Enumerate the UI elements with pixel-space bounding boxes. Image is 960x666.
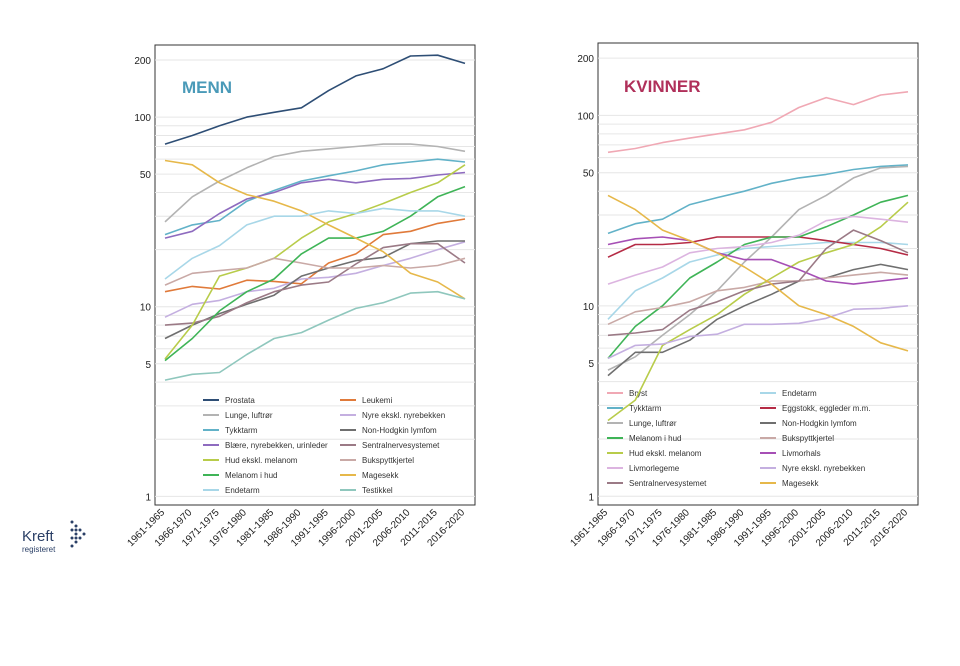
series-line-6 xyxy=(607,194,909,359)
legend-label: Testikkel xyxy=(362,486,393,495)
series-line-4 xyxy=(164,158,466,236)
series-line-6 xyxy=(164,171,466,239)
series-line-2 xyxy=(607,164,909,235)
legend-label: Sentralnervesystemet xyxy=(629,479,707,488)
chart-title: KVINNER xyxy=(624,77,701,96)
legend-label: Lunge, luftrør xyxy=(629,419,677,428)
legend-label: Sentralnervesystemet xyxy=(362,441,440,450)
legend-label: Endetarm xyxy=(782,389,817,398)
y-tick-label: 100 xyxy=(134,113,151,124)
logo-text-kreft: Kreft xyxy=(22,528,55,545)
logo-text-registeret: registeret xyxy=(22,545,56,554)
legend: Prostata Leukemi Lunge, luftrør Nyre ekskl.… xyxy=(203,396,445,495)
legend-label: Bukspyttkjertel xyxy=(362,456,414,465)
logo-dot xyxy=(70,528,74,532)
y-tick-label: 1 xyxy=(588,492,594,503)
legend-label: Nyre ekskl. nyrebekken xyxy=(362,411,445,420)
legend-label: Magesekk xyxy=(362,471,399,480)
series-line-11 xyxy=(164,159,466,300)
y-tick-label: 10 xyxy=(583,302,595,313)
y-tick-label: 10 xyxy=(140,303,152,314)
series-line-9 xyxy=(164,257,466,286)
logo-dot xyxy=(70,544,74,548)
legend-label: Melanom i hud xyxy=(225,471,277,480)
series-line-7 xyxy=(607,271,909,326)
logo-dot xyxy=(74,524,78,528)
legend-label: Lunge, luftrør xyxy=(225,411,273,420)
legend-label: Bukspyttkjertel xyxy=(782,434,834,443)
logo-dot xyxy=(70,536,74,540)
legend-label: Non-Hodgkin lymfom xyxy=(782,419,857,428)
plot-area xyxy=(154,44,476,506)
y-tick-label: 1 xyxy=(145,492,151,503)
logo-dot xyxy=(74,532,78,536)
series-line-8 xyxy=(607,201,909,422)
series-line-3 xyxy=(164,241,466,318)
legend-label: Tykktarm xyxy=(225,426,258,435)
series-line-2 xyxy=(164,143,466,223)
series-lines xyxy=(607,91,909,422)
gridlines xyxy=(155,59,475,497)
series-line-1 xyxy=(164,218,466,293)
y-tick-label: 200 xyxy=(577,54,594,65)
legend-label: Hud ekskl. melanom xyxy=(629,449,702,458)
y-tick-label: 5 xyxy=(145,360,151,371)
series-line-13 xyxy=(607,194,909,352)
series-line-3 xyxy=(607,236,909,258)
series-line-5 xyxy=(607,263,909,377)
legend-label: Magesekk xyxy=(782,479,819,488)
y-tick-label: 50 xyxy=(583,169,595,180)
legend-label: Melanom i hud xyxy=(629,434,681,443)
legend-label: Non-Hodgkin lymfom xyxy=(362,426,437,435)
series-line-7 xyxy=(164,242,466,326)
chart-menn: 1510501002001961-19651966-19701971-19751… xyxy=(126,44,476,549)
series-line-4 xyxy=(607,165,909,371)
series-line-8 xyxy=(164,164,466,360)
series-lines xyxy=(164,54,466,381)
logo-dot xyxy=(74,540,78,544)
series-line-10 xyxy=(164,185,466,362)
legend-label: Livmorlegeme xyxy=(629,464,680,473)
y-tick-label: 100 xyxy=(577,111,594,122)
series-line-0 xyxy=(607,91,909,154)
chart-title: MENN xyxy=(182,78,232,97)
legend-label: Leukemi xyxy=(362,396,392,405)
series-line-12 xyxy=(607,229,909,337)
logo-dot xyxy=(70,520,74,524)
legend-label: Endetarm xyxy=(225,486,260,495)
y-tick-label: 5 xyxy=(588,359,594,370)
series-line-0 xyxy=(164,54,466,145)
series-line-10 xyxy=(607,215,909,285)
legend-label: Hud ekskl. melanom xyxy=(225,456,298,465)
series-line-12 xyxy=(164,207,466,280)
logo-dot xyxy=(82,532,86,536)
legend-label: Livmorhals xyxy=(782,449,821,458)
legend-label: Nyre ekskl. nyrebekken xyxy=(782,464,865,473)
series-line-11 xyxy=(607,305,909,360)
kreftregisteret-logo: Kreft registeret xyxy=(22,520,86,554)
legend-label: Tykktarm xyxy=(629,404,662,413)
series-line-13 xyxy=(164,290,466,381)
logo-arrow-icon xyxy=(70,520,86,548)
chart-kvinner: 1510501002001961-19651966-19701971-19751… xyxy=(569,42,919,549)
y-tick-label: 200 xyxy=(134,56,151,67)
logo-dot xyxy=(74,536,78,540)
y-tick-label: 50 xyxy=(140,170,152,181)
logo-dot xyxy=(78,536,82,540)
logo-dot xyxy=(78,528,82,532)
series-line-9 xyxy=(607,236,909,285)
legend-label: Blære, nyrebekken, urinleder xyxy=(225,441,328,450)
logo-dot xyxy=(74,528,78,532)
legend-label: Eggstokk, eggleder m.m. xyxy=(782,404,870,413)
legend-label: Prostata xyxy=(225,396,255,405)
